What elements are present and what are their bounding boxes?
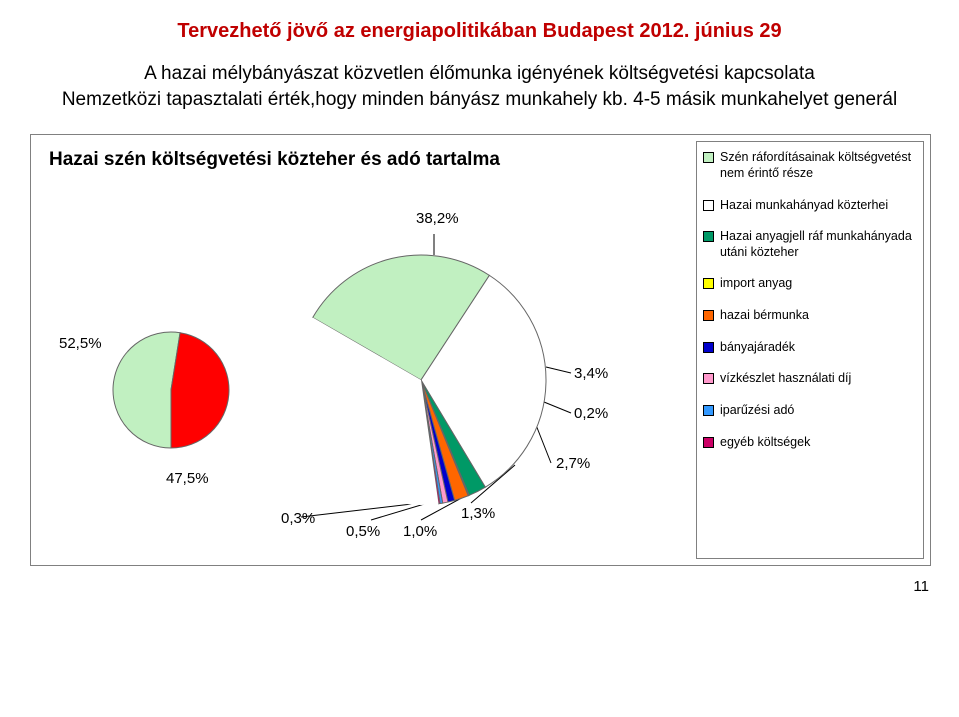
legend-swatch [703,200,714,211]
legend-item: vízkészlet használati díj [703,371,917,387]
chart-data-label: 0,2% [574,405,608,422]
page-header: Tervezhető jövő az energiapolitikában Bu… [30,20,929,43]
legend-swatch [703,152,714,163]
legend-text: Hazai anyagjell ráf munkahányada utáni k… [720,229,917,260]
legend-item: hazai bérmunka [703,308,917,324]
chart-data-label: 1,3% [461,505,495,522]
chart-data-label: 38,2% [416,210,459,227]
legend-text: iparűzési adó [720,403,794,419]
legend-swatch [703,310,714,321]
leader-line [536,425,551,463]
chart-data-label: 52,5% [59,335,102,352]
legend-text: hazai bérmunka [720,308,809,324]
chart-data-label: 47,5% [166,470,209,487]
legend-swatch [703,278,714,289]
legend-swatch [703,342,714,353]
page-subtitle: A hazai mélybányászat közvetlen élőmunka… [30,61,929,112]
leader-line [546,367,571,373]
legend-item: iparűzési adó [703,403,917,419]
legend-text: bányajáradék [720,340,795,356]
legend-swatch [703,231,714,242]
legend-swatch [703,373,714,384]
legend-box: Szén ráfordításainak költségvetést nem é… [696,141,924,559]
legend-item: import anyag [703,276,917,292]
pie-slice [113,332,180,448]
legend-item: Szén ráfordításainak költségvetést nem é… [703,150,917,181]
legend-item: Hazai anyagjell ráf munkahányada utáni k… [703,229,917,260]
legend-item: bányajáradék [703,340,917,356]
chart-data-label: 0,3% [281,510,315,527]
chart-data-label: 1,0% [403,523,437,540]
chart-data-label: 2,7% [556,455,590,472]
legend-text: egyéb költségek [720,435,810,451]
pie-slice [171,333,229,448]
chart-data-label: 3,4% [574,365,608,382]
legend-text: Hazai munkahányad közterhei [720,198,888,214]
legend-text: Szén ráfordításainak költségvetést nem é… [720,150,917,181]
chart-data-label: 0,5% [346,523,380,540]
legend-item: Hazai munkahányad közterhei [703,198,917,214]
leader-line [544,402,571,413]
chart-container: Hazai szén költségvetési közteher és adó… [30,134,931,566]
legend-text: import anyag [720,276,792,292]
legend-text: vízkészlet használati díj [720,371,851,387]
legend-item: egyéb költségek [703,435,917,451]
chart-title: Hazai szén költségvetési közteher és adó… [49,149,500,171]
legend-swatch [703,437,714,448]
page-number: 11 [30,578,929,595]
legend-swatch [703,405,714,416]
